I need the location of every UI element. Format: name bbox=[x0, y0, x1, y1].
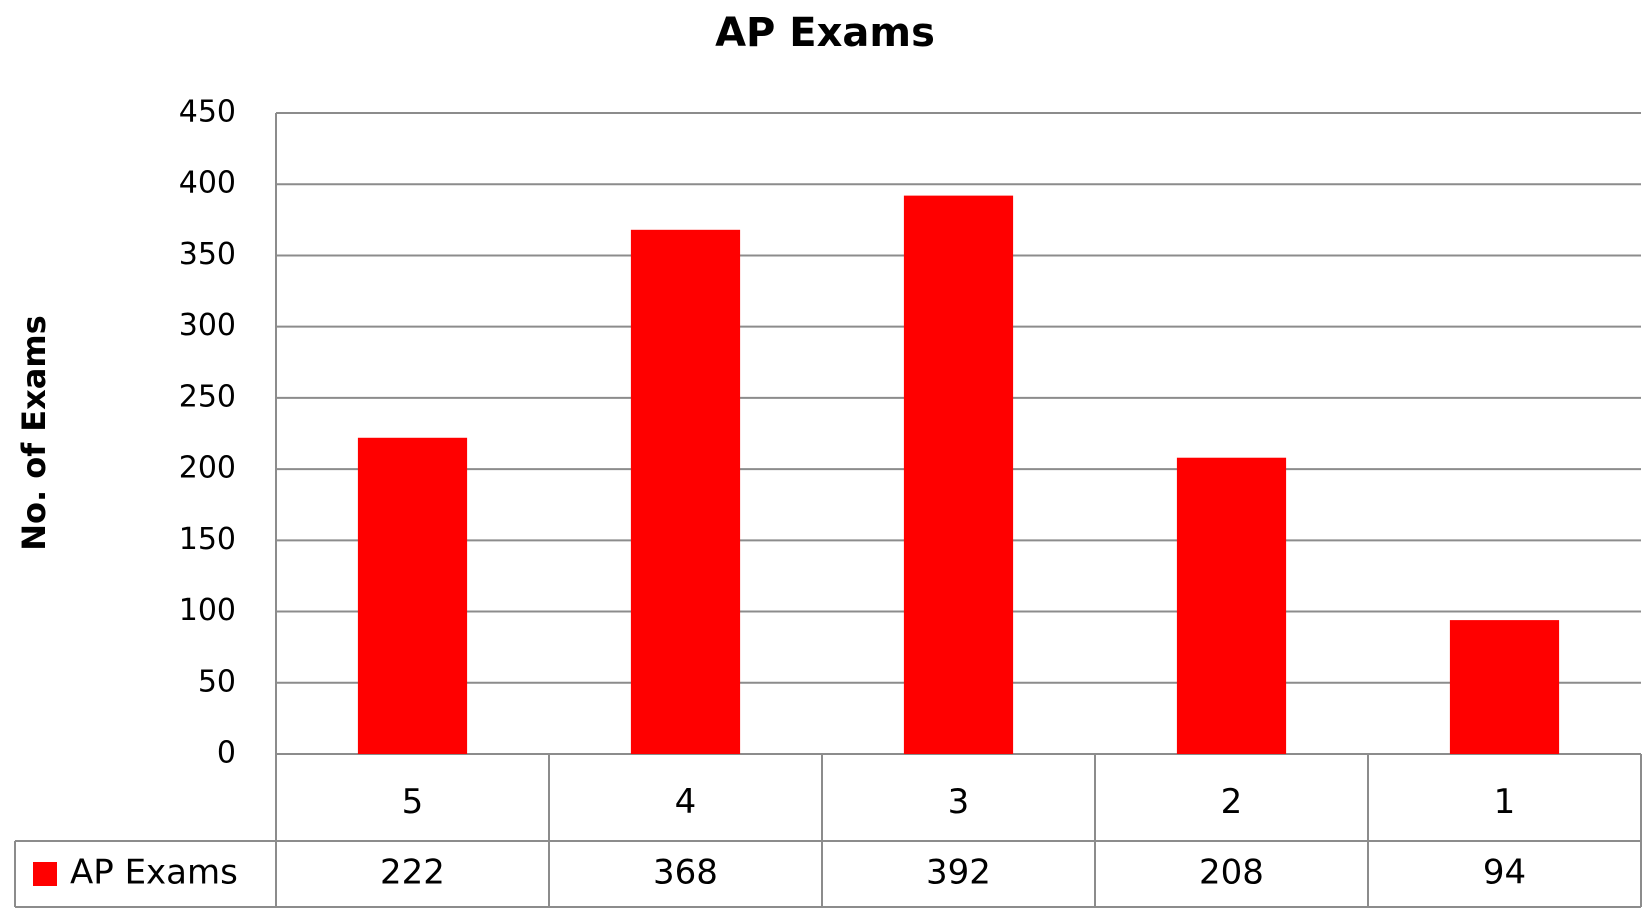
y-tick-label: 50 bbox=[198, 664, 236, 699]
x-tick-label: 1 bbox=[1494, 782, 1516, 822]
table-value: 368 bbox=[653, 853, 718, 893]
bar bbox=[630, 229, 741, 754]
y-tick-label: 150 bbox=[179, 522, 236, 557]
y-tick-label: 0 bbox=[217, 736, 236, 771]
y-tick-label: 300 bbox=[179, 308, 236, 343]
table-value: 208 bbox=[1199, 853, 1264, 893]
table-value: 392 bbox=[926, 853, 991, 893]
x-tick-label: 5 bbox=[402, 782, 424, 822]
y-tick-label: 350 bbox=[179, 237, 236, 272]
legend-swatch bbox=[33, 862, 57, 886]
y-tick-label: 100 bbox=[179, 593, 236, 628]
table-value: 222 bbox=[380, 853, 445, 893]
y-tick-label: 250 bbox=[179, 379, 236, 414]
y-axis-label: No. of Exams bbox=[15, 315, 53, 551]
chart-title: AP Exams bbox=[715, 10, 935, 56]
x-tick-label: 4 bbox=[675, 782, 697, 822]
legend-label: AP Exams bbox=[70, 853, 238, 893]
bar bbox=[357, 437, 468, 754]
x-tick-label: 2 bbox=[1221, 782, 1243, 822]
bar bbox=[1176, 457, 1287, 754]
bar bbox=[903, 195, 1014, 754]
bar bbox=[1449, 620, 1560, 754]
y-tick-label: 200 bbox=[179, 451, 236, 486]
y-tick-label: 400 bbox=[179, 166, 236, 201]
y-tick-label: 450 bbox=[179, 95, 236, 130]
x-tick-label: 3 bbox=[948, 782, 970, 822]
table-value: 94 bbox=[1483, 853, 1526, 893]
